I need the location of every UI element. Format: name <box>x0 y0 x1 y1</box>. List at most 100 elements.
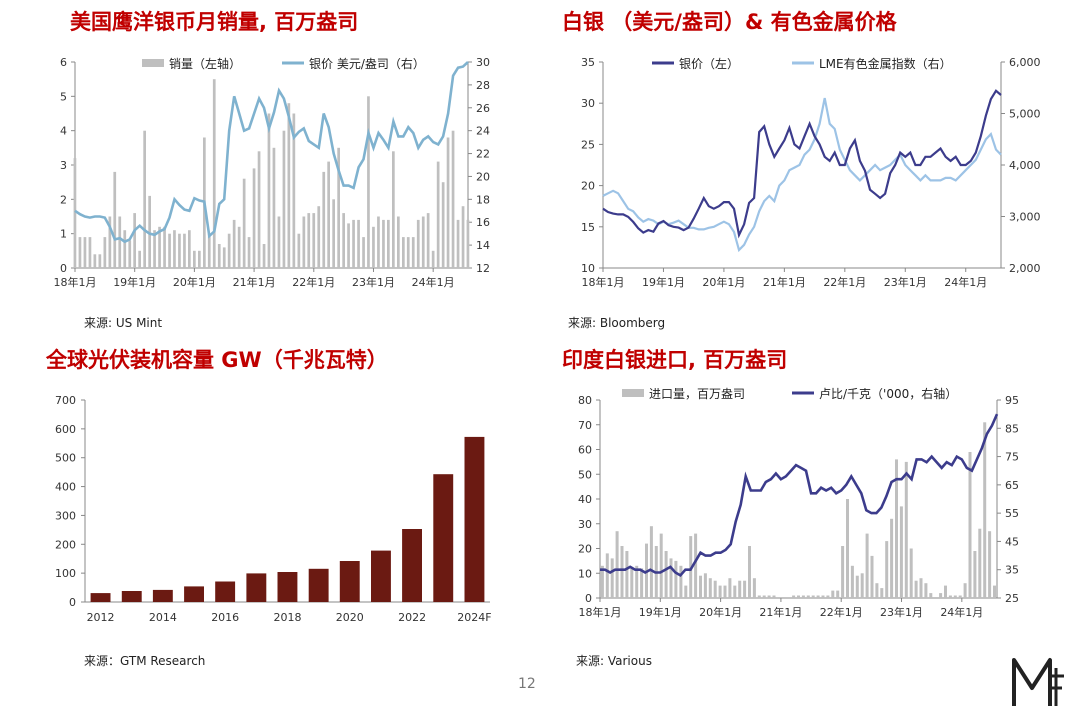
sales-bar <box>277 216 281 268</box>
x-tick-label: 2020 <box>336 611 364 624</box>
page-number: 12 <box>518 676 536 692</box>
sales-bar <box>426 213 430 268</box>
imports-bar <box>919 578 923 598</box>
legend-silver-label: 银价（左） <box>679 56 739 71</box>
imports-bar <box>929 593 933 598</box>
sales-bar <box>357 219 360 268</box>
panel-title: 印度白银进口, 百万盎司 <box>562 348 788 372</box>
sales-bar <box>287 103 291 268</box>
left-tick-label: 6 <box>60 56 67 69</box>
right-tick-label: 20 <box>476 170 490 183</box>
imports-bar <box>836 590 840 598</box>
right-tick-label: 75 <box>1005 451 1019 464</box>
imports-bar <box>752 578 756 598</box>
sales-bar <box>193 250 196 268</box>
imports-bar <box>610 558 614 598</box>
right-tick-label: 22 <box>476 148 490 161</box>
y-tick-label: 400 <box>55 481 76 494</box>
imports-bar <box>978 528 982 598</box>
sales-bar <box>322 171 326 268</box>
x-tick-label: 18年1月 <box>54 275 97 289</box>
x-tick-label: 23年1月 <box>880 605 923 619</box>
capacity-bar <box>339 561 360 602</box>
right-tick-label: 35 <box>1005 564 1019 577</box>
sales-bar <box>173 230 176 268</box>
imports-bar <box>811 595 815 598</box>
x-tick-label: 22年1月 <box>292 275 335 289</box>
x-tick-label: 24年1月 <box>412 275 455 289</box>
left-tick-label: 30 <box>581 97 595 110</box>
imports-bar <box>772 595 776 598</box>
sales-bar <box>128 240 132 268</box>
imports-bar <box>635 565 639 598</box>
x-tick-label: 18年1月 <box>579 605 622 619</box>
panel-title: 白银 （美元/盎司）& 有色金属价格 <box>562 10 897 34</box>
imports-bar <box>850 565 854 598</box>
imports-bar <box>855 575 859 598</box>
sales-bar <box>227 233 231 268</box>
right-tick-label: 14 <box>476 239 490 252</box>
right-tick-label: 18 <box>476 193 490 206</box>
left-tick-label: 25 <box>581 138 595 151</box>
x-tick-label: 2024F <box>457 611 491 624</box>
right-tick-label: 2,000 <box>1009 262 1041 275</box>
sales-bar <box>411 237 415 268</box>
left-tick-label: 50 <box>578 468 592 481</box>
imports-bar <box>924 583 928 598</box>
sales-bar <box>237 226 241 268</box>
imports-bar <box>664 551 668 598</box>
sales-bar <box>416 219 420 268</box>
capacity-bar <box>215 581 236 602</box>
sales-bar <box>113 171 117 268</box>
imports-bar <box>973 551 977 598</box>
chart-eagle-sales: 18年1月 19年1月 20年1月 21年1月 22年1月 23年1月 24年1月01234… <box>54 56 491 289</box>
sales-bar <box>257 151 261 268</box>
imports-bar <box>708 578 712 598</box>
left-tick-label: 60 <box>578 444 592 457</box>
source-note: 来源: Various <box>576 654 652 668</box>
panel-title: 美国鹰洋银币月销量, 百万盎司 <box>70 10 359 34</box>
sales-bar <box>302 216 306 268</box>
y-tick-label: 100 <box>55 567 76 580</box>
left-tick-label: 5 <box>60 90 67 103</box>
imports-bar <box>762 595 766 598</box>
imports-bar <box>605 553 609 598</box>
x-tick-label: 19年1月 <box>113 275 156 289</box>
right-tick-label: 65 <box>1005 479 1019 492</box>
imports-bar <box>723 585 727 598</box>
sales-bar <box>262 244 266 268</box>
x-tick-label: 18年1月 <box>582 275 625 289</box>
sales-bar <box>456 219 460 268</box>
legend-imports-label: 进口量，百万盎司 <box>649 387 745 401</box>
capacity-bar <box>121 591 142 602</box>
legend-lme-label: LME有色金属指数（右） <box>819 56 952 71</box>
left-tick-label: 30 <box>578 518 592 531</box>
imports-bar <box>718 585 722 598</box>
panel-eagle-sales: 美国鹰洋银币月销量, 百万盎司 18年1月 19年1月 20年1月 21年1月 22年1… <box>0 0 540 340</box>
sales-bar <box>123 230 127 268</box>
sales-bar <box>232 219 236 268</box>
x-tick-label: 2016 <box>211 611 239 624</box>
imports-bar <box>694 533 698 598</box>
imports-bar <box>988 531 992 598</box>
chart-silver-lme: 18年1月 19年1月 20年1月 21年1月 22年1月 23年1月 24年1月 10 15 2… <box>581 56 1041 289</box>
sales-bar <box>153 230 156 268</box>
chart-india-imports: 18年1月 19年1月 20年1月 21年1月 22年1月 23年1月 24年1月 0 10 20… <box>578 386 1019 619</box>
x-tick-label: 20年1月 <box>173 275 216 289</box>
y-tick-label: 700 <box>55 394 76 407</box>
silver-line <box>602 89 1002 239</box>
right-tick-label: 26 <box>476 102 490 115</box>
source-note: 来源: US Mint <box>84 316 163 330</box>
left-tick-label: 20 <box>581 180 595 193</box>
sales-bar <box>138 250 141 268</box>
imports-bar <box>899 506 903 598</box>
sales-bar <box>183 233 186 268</box>
x-tick-label: 20年1月 <box>702 275 745 289</box>
imports-bar <box>944 585 947 598</box>
x-tick-label: 2022 <box>398 611 426 624</box>
rupee-price-line <box>600 413 999 578</box>
imports-bar <box>880 588 884 598</box>
left-tick-label: 1 <box>60 228 67 241</box>
sales-bar <box>367 96 370 268</box>
imports-bar <box>767 595 771 598</box>
